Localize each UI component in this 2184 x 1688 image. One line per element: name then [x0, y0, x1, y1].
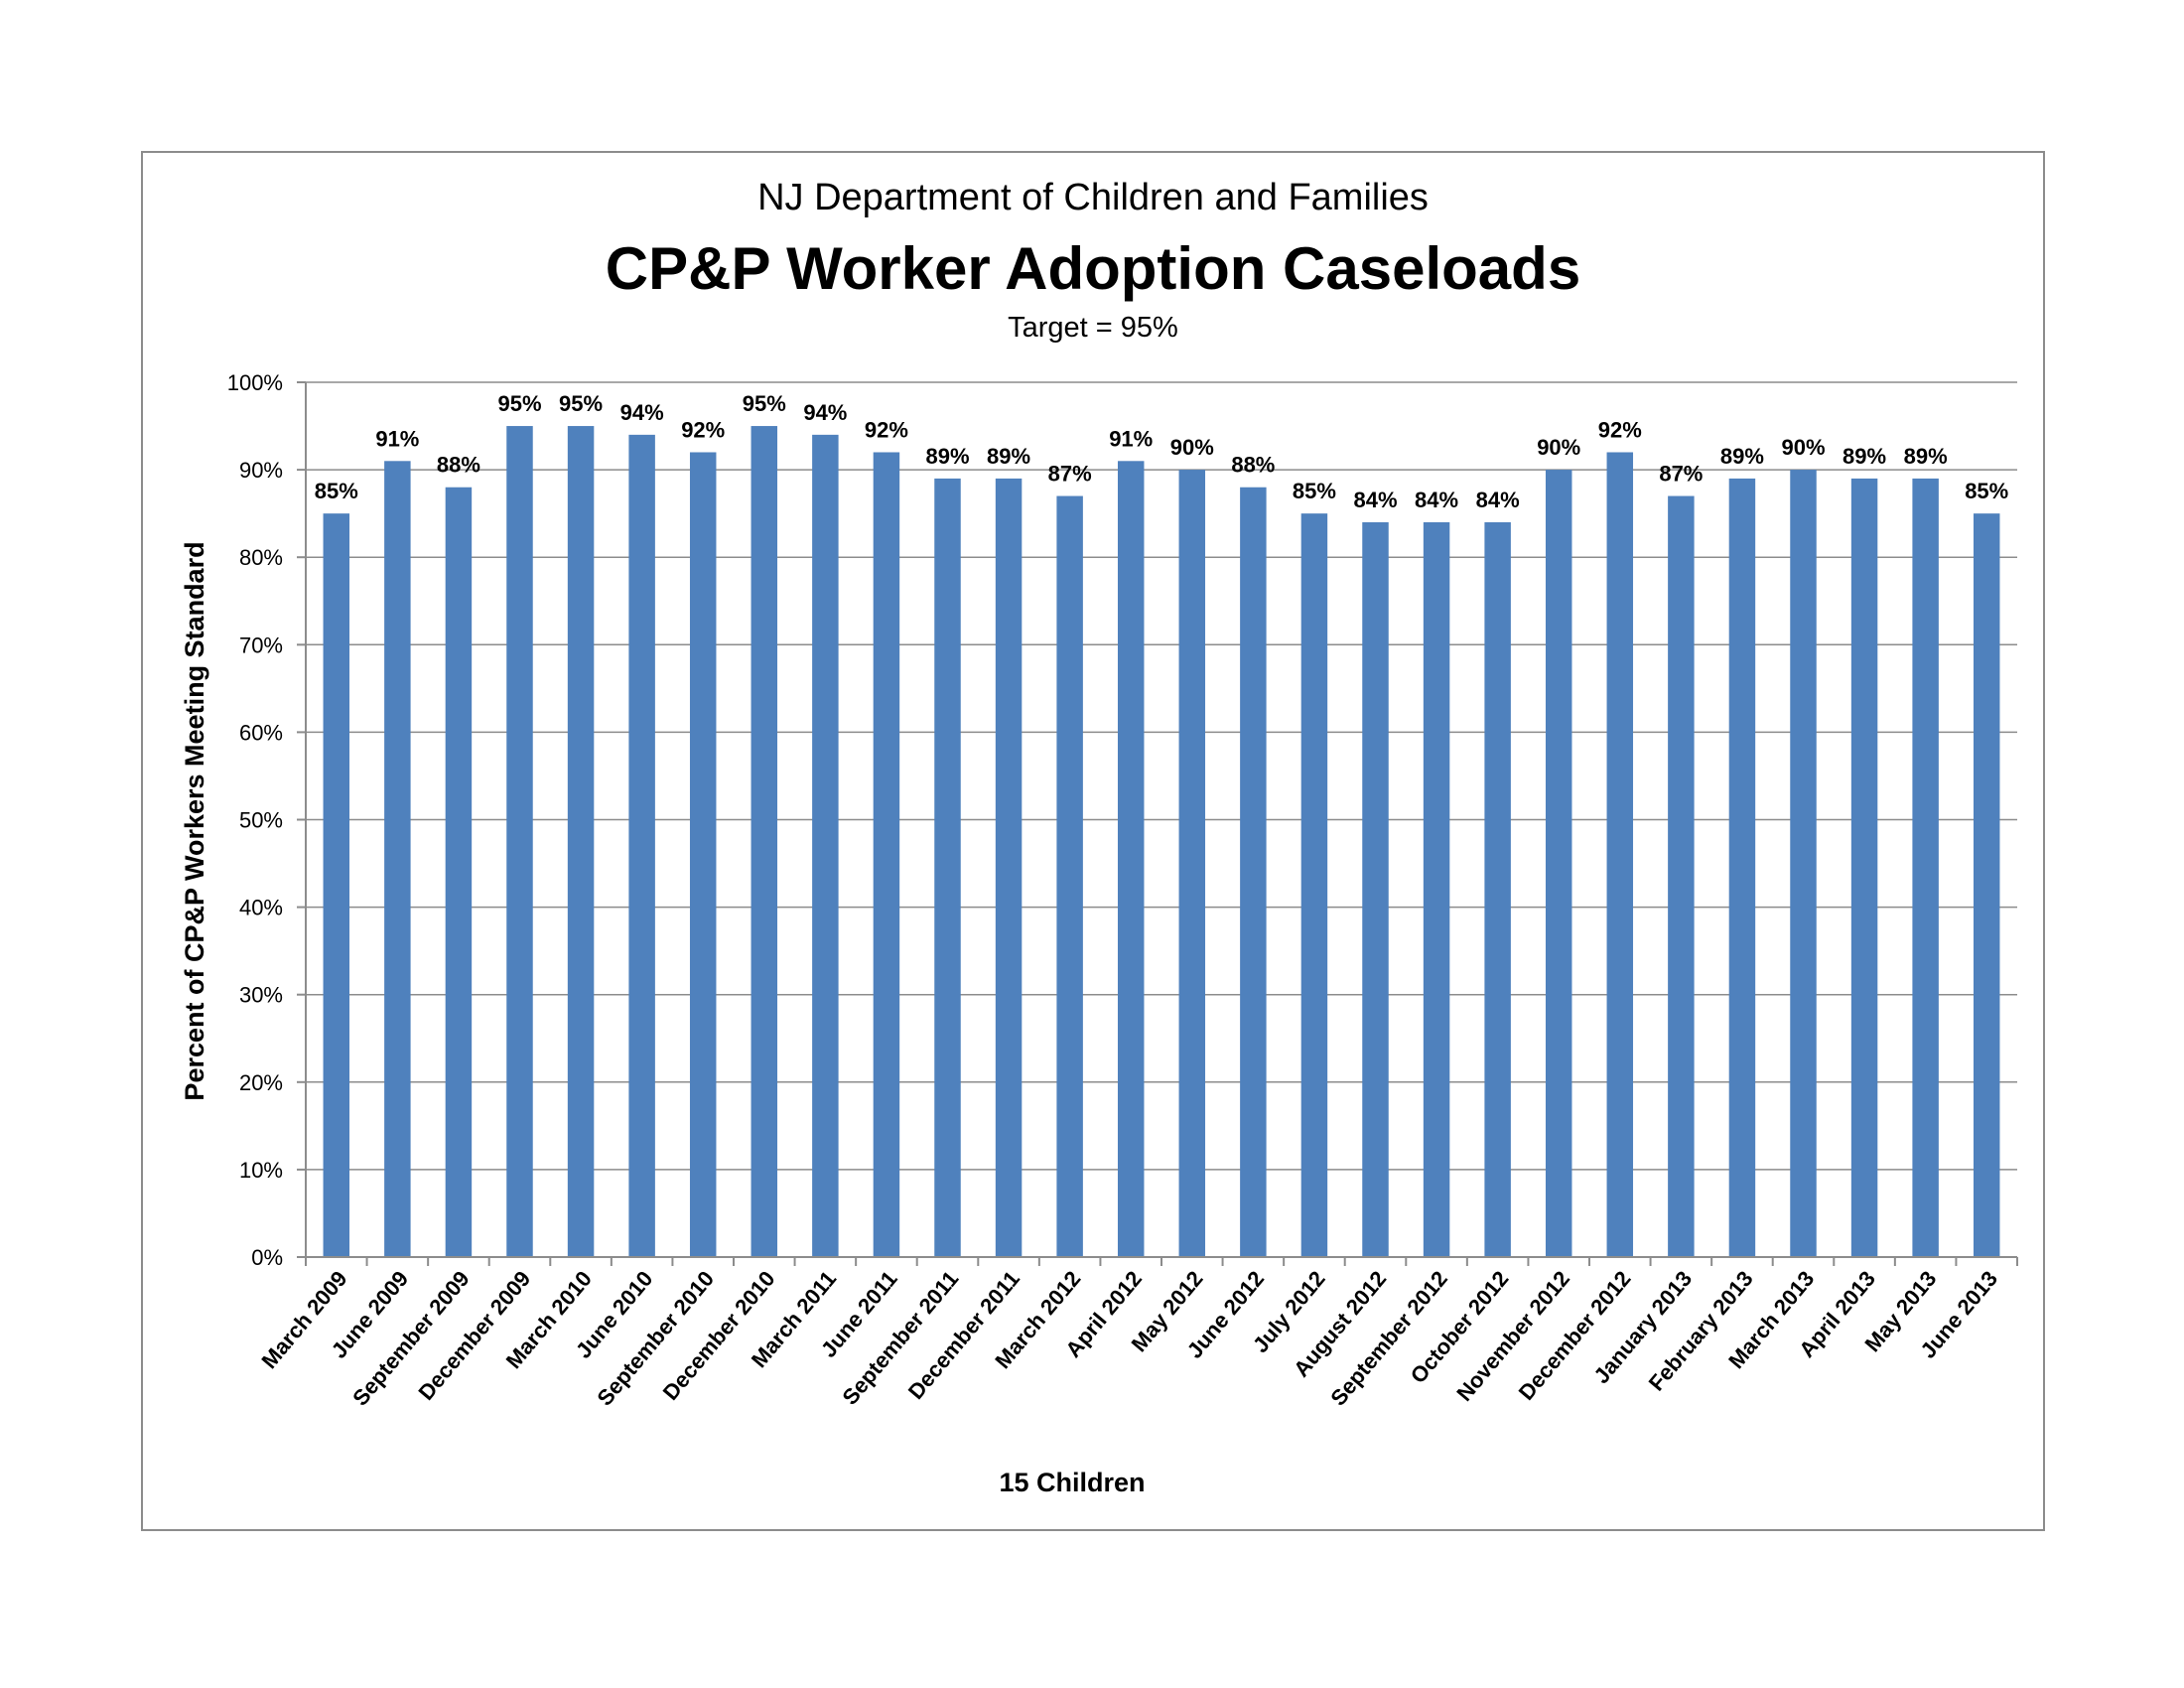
x-tick-label: December 2011 — [903, 1266, 1024, 1404]
bar — [1606, 452, 1634, 1258]
bar — [506, 426, 533, 1257]
y-tick-label: 70% — [239, 633, 283, 657]
y-tick-label: 90% — [239, 458, 283, 483]
x-tick-label: November 2012 — [1451, 1266, 1574, 1406]
bar — [1728, 478, 1756, 1257]
bars — [323, 426, 2000, 1258]
data-label: 84% — [1476, 488, 1520, 512]
data-label: 92% — [865, 417, 908, 442]
chart-subtitle: Target = 95% — [1008, 312, 1178, 344]
bar — [689, 452, 717, 1258]
bar — [1423, 521, 1450, 1257]
data-label: 94% — [620, 400, 664, 425]
y-tick-label: 10% — [239, 1158, 283, 1183]
y-tick-label: 60% — [239, 720, 283, 745]
data-label: 84% — [1415, 488, 1458, 512]
data-label: 90% — [1781, 435, 1825, 460]
bar — [1362, 521, 1389, 1257]
y-tick-label: 100% — [227, 370, 283, 395]
y-tick-label: 30% — [239, 983, 283, 1008]
data-label: 85% — [315, 479, 358, 503]
bar — [1178, 470, 1206, 1258]
y-tick-label: 50% — [239, 808, 283, 833]
data-label: 89% — [1720, 444, 1764, 469]
bar — [1790, 470, 1817, 1258]
x-tick-label: December 2009 — [413, 1266, 535, 1405]
gridlines — [306, 381, 2017, 1171]
y-tick-label: 0% — [251, 1245, 283, 1270]
data-label: 87% — [1659, 462, 1703, 487]
bar — [384, 461, 411, 1257]
x-axis-title: 15 Children — [999, 1468, 1145, 1497]
bar — [1973, 513, 2000, 1257]
data-label: 88% — [437, 453, 480, 478]
bar — [934, 478, 961, 1257]
y-tick-label: 40% — [239, 896, 283, 920]
data-label: 91% — [1109, 426, 1153, 451]
data-label: 90% — [1170, 435, 1214, 460]
y-tick-label: 20% — [239, 1070, 283, 1095]
data-label: 84% — [1353, 488, 1397, 512]
data-label: 95% — [497, 391, 541, 416]
data-label: 87% — [1048, 462, 1092, 487]
data-labels: 85% 91% 88% 95% 95% 94% 92% 95% 94% 92% 89% 89% 87% 9… — [315, 391, 2008, 512]
bar — [1668, 495, 1695, 1257]
data-label: 94% — [803, 400, 847, 425]
x-tick-label: December 2010 — [658, 1266, 780, 1405]
data-label: 92% — [1598, 417, 1642, 442]
axes — [297, 381, 2018, 1266]
data-label: 90% — [1537, 435, 1580, 460]
bar — [1850, 478, 1878, 1257]
data-label: 89% — [925, 444, 969, 469]
bar — [323, 513, 350, 1257]
bar — [628, 434, 655, 1257]
y-axis-title: Percent of CP&P Workers Meeting Standard — [180, 541, 209, 1100]
data-label: 85% — [1965, 479, 2008, 503]
data-label: 95% — [559, 391, 603, 416]
y-tick-label: 80% — [239, 545, 283, 570]
data-label: 89% — [1843, 444, 1886, 469]
bar — [445, 487, 473, 1258]
data-label: 85% — [1293, 479, 1336, 503]
bar — [1056, 495, 1083, 1257]
data-label: 89% — [1904, 444, 1948, 469]
bar — [567, 426, 595, 1257]
bar — [1545, 470, 1572, 1258]
bar — [1240, 487, 1267, 1258]
bar — [1117, 461, 1145, 1257]
bar — [1300, 513, 1328, 1257]
chart-supertitle: NJ Department of Children and Families — [757, 177, 1429, 218]
chart-title: CP&P Worker Adoption Caseloads — [605, 235, 1581, 302]
data-label: 88% — [1231, 453, 1275, 478]
x-tick-label: December 2012 — [1514, 1266, 1636, 1405]
data-label: 95% — [743, 391, 786, 416]
bar — [1484, 521, 1511, 1257]
bar — [751, 426, 778, 1257]
bar — [873, 452, 900, 1258]
data-label: 91% — [375, 426, 419, 451]
bar — [812, 434, 839, 1257]
bar — [1912, 478, 1939, 1257]
data-label: 92% — [681, 417, 725, 442]
data-label: 89% — [987, 444, 1030, 469]
y-tick-labels: 0% 10% 20% 30% 40% 50% 60% 70% 80% 90% 100% — [227, 370, 283, 1270]
bar — [995, 478, 1023, 1257]
